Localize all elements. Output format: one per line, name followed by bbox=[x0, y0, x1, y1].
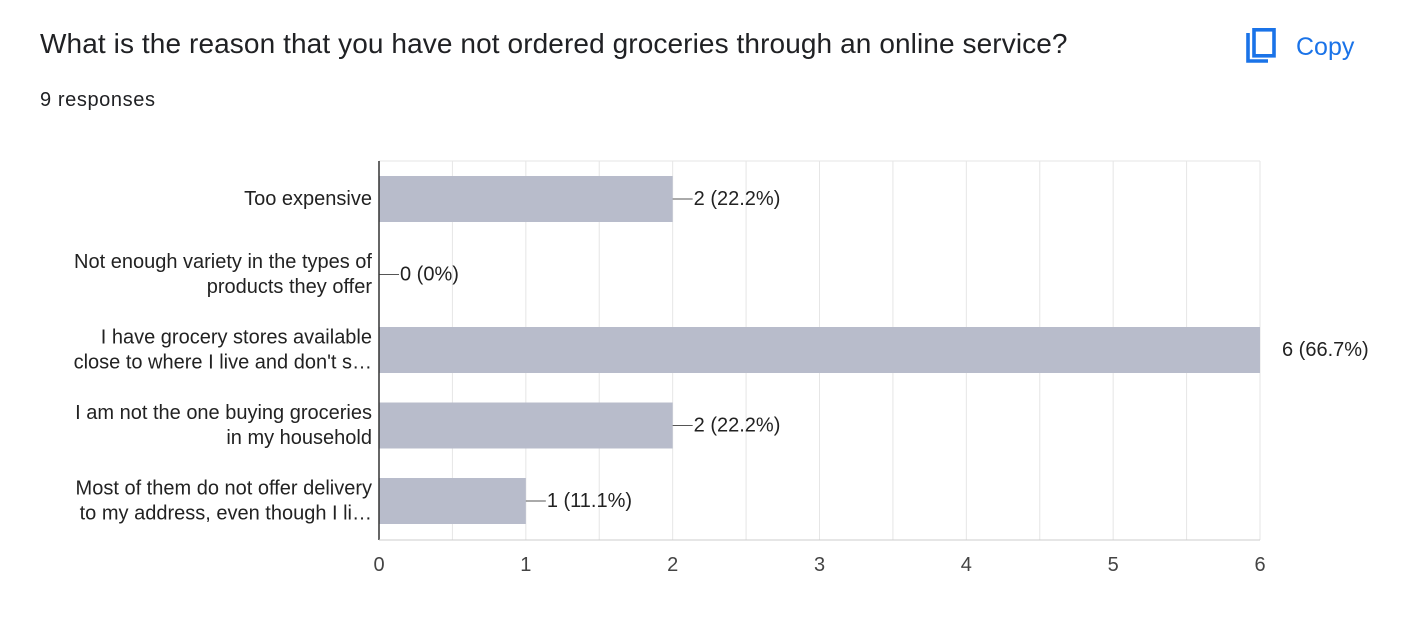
tick-label: 0 bbox=[373, 554, 384, 576]
category-label: to my address, even though I li… bbox=[80, 503, 372, 525]
tick-label: 1 bbox=[520, 554, 531, 576]
response-count: 9 responses bbox=[40, 89, 156, 111]
category-label: Most of them do not offer delivery bbox=[76, 478, 372, 500]
category-label: Not enough variety in the types of bbox=[74, 251, 372, 273]
category-label: I am not the one buying groceries bbox=[75, 402, 372, 424]
data-label: 2 (22.2%) bbox=[694, 415, 781, 437]
data-label: 2 (22.2%) bbox=[694, 188, 781, 210]
copy-button[interactable]: Copy bbox=[1244, 26, 1354, 68]
tick-label: 2 bbox=[667, 554, 678, 576]
tick-label: 5 bbox=[1108, 554, 1119, 576]
category-label: products they offer bbox=[207, 276, 373, 298]
page-title: What is the reason that you have not ord… bbox=[40, 28, 1068, 59]
category-label: Too expensive bbox=[244, 188, 372, 210]
category-label: I have grocery stores available bbox=[101, 327, 372, 349]
bar bbox=[379, 402, 673, 449]
data-label: 0 (0%) bbox=[400, 264, 459, 286]
category-label: close to where I live and don't s… bbox=[74, 352, 372, 374]
category-label: in my household bbox=[226, 427, 372, 449]
bar bbox=[379, 478, 526, 524]
data-label: 6 (66.7%) bbox=[1282, 339, 1369, 361]
copy-icon bbox=[1244, 28, 1278, 66]
bar bbox=[379, 176, 673, 222]
bar bbox=[379, 327, 1260, 373]
tick-label: 4 bbox=[961, 554, 972, 576]
tick-label: 6 bbox=[1254, 554, 1265, 576]
data-label: 1 (11.1%) bbox=[547, 490, 632, 512]
copy-label: Copy bbox=[1296, 32, 1355, 61]
tick-label: 3 bbox=[814, 554, 825, 576]
